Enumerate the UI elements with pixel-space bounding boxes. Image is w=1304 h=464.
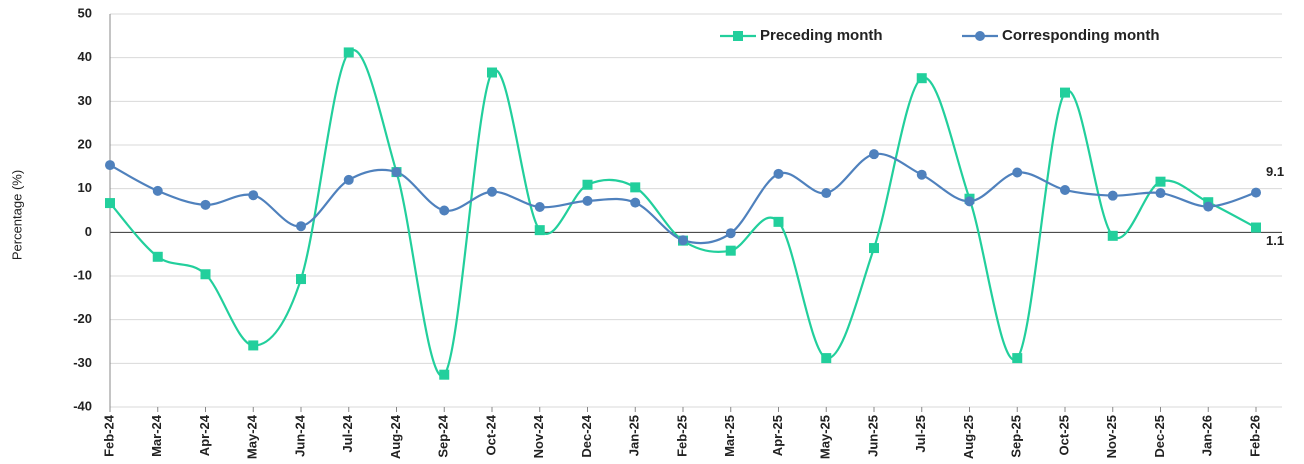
data-label: 1.1 <box>1266 233 1284 248</box>
x-tick-label: Sep-25 <box>1009 415 1024 458</box>
y-tick-label: -30 <box>73 355 92 370</box>
legend-label: Corresponding month <box>1002 27 1160 44</box>
marker <box>391 167 402 178</box>
marker <box>343 174 354 185</box>
marker <box>630 197 641 208</box>
marker <box>1155 176 1166 187</box>
marker <box>248 340 259 351</box>
legend-label: Preceding month <box>760 27 883 44</box>
marker <box>105 198 115 209</box>
marker <box>152 185 163 196</box>
x-tick-label: Mar-24 <box>149 414 164 457</box>
marker <box>821 188 832 199</box>
x-tick-label: Jun-24 <box>292 414 307 457</box>
marker <box>439 369 450 380</box>
y-tick-label: 50 <box>78 5 92 20</box>
marker <box>1251 222 1261 233</box>
legend-marker <box>733 31 743 41</box>
x-tick-label: Nov-24 <box>531 414 546 458</box>
y-tick-label: 40 <box>78 49 92 64</box>
marker <box>916 73 927 84</box>
x-tick-label: May-24 <box>245 414 260 459</box>
marker <box>1107 190 1118 201</box>
data-label: 9.1 <box>1266 164 1284 179</box>
marker <box>343 47 354 58</box>
marker <box>152 251 163 262</box>
marker <box>725 245 736 256</box>
marker <box>1012 167 1023 178</box>
marker <box>200 269 211 280</box>
marker <box>678 235 688 246</box>
x-tick-label: Jun-25 <box>865 415 880 457</box>
marker <box>1060 87 1070 98</box>
marker <box>248 190 259 201</box>
x-tick-label: Aug-25 <box>961 415 976 459</box>
y-tick-label: -40 <box>73 398 92 413</box>
y-tick-label: -10 <box>73 267 92 282</box>
marker <box>725 228 736 239</box>
marker <box>630 182 641 193</box>
x-tick-label: Nov-25 <box>1104 415 1119 458</box>
marker <box>1107 230 1118 241</box>
marker <box>105 160 115 171</box>
y-axis-label: Percentage (%) <box>9 170 24 260</box>
y-tick-label: 30 <box>78 93 92 108</box>
x-tick-label: Apr-24 <box>197 414 212 456</box>
marker <box>487 67 497 78</box>
marker <box>869 243 879 254</box>
marker <box>534 202 545 213</box>
marker <box>821 353 832 364</box>
marker <box>439 205 450 216</box>
marker <box>964 196 975 207</box>
x-tick-label: Jan-26 <box>1200 415 1215 456</box>
x-tick-label: Apr-25 <box>770 415 785 456</box>
marker <box>200 199 211 210</box>
marker <box>1155 188 1166 199</box>
y-tick-label: 20 <box>78 136 92 151</box>
x-tick-label: Feb-24 <box>101 414 116 457</box>
marker <box>582 195 593 206</box>
x-tick-label: Sep-24 <box>436 414 451 457</box>
y-tick-label: 0 <box>85 224 92 239</box>
y-tick-label: 10 <box>78 180 92 195</box>
x-tick-label: Jul-25 <box>913 415 928 453</box>
marker <box>582 179 593 190</box>
marker <box>296 221 306 232</box>
x-tick-label: Aug-24 <box>388 414 403 459</box>
series-line <box>109 48 1257 377</box>
x-tick-label: Dec-25 <box>1152 415 1167 458</box>
x-tick-label: Dec-24 <box>579 414 594 457</box>
series-line <box>109 152 1257 245</box>
marker <box>916 169 927 180</box>
marker <box>773 168 784 179</box>
marker <box>1203 201 1214 212</box>
legend-marker <box>975 31 985 41</box>
marker <box>869 149 879 160</box>
marker <box>1060 184 1070 195</box>
x-tick-label: Jan-25 <box>627 415 642 456</box>
x-tick-label: May-25 <box>818 415 833 459</box>
marker <box>1251 187 1261 198</box>
x-tick-label: Feb-26 <box>1247 415 1262 457</box>
marker <box>296 274 306 285</box>
x-tick-label: Oct-24 <box>483 414 498 455</box>
x-tick-label: Feb-25 <box>674 415 689 457</box>
x-tick-label: Mar-25 <box>722 415 737 457</box>
marker <box>534 225 545 236</box>
marker <box>487 186 497 197</box>
y-tick-label: -20 <box>73 311 92 326</box>
marker <box>773 216 784 227</box>
marker <box>1012 353 1023 364</box>
x-tick-label: Oct-25 <box>1056 415 1071 455</box>
x-tick-label: Jul-24 <box>340 414 355 452</box>
